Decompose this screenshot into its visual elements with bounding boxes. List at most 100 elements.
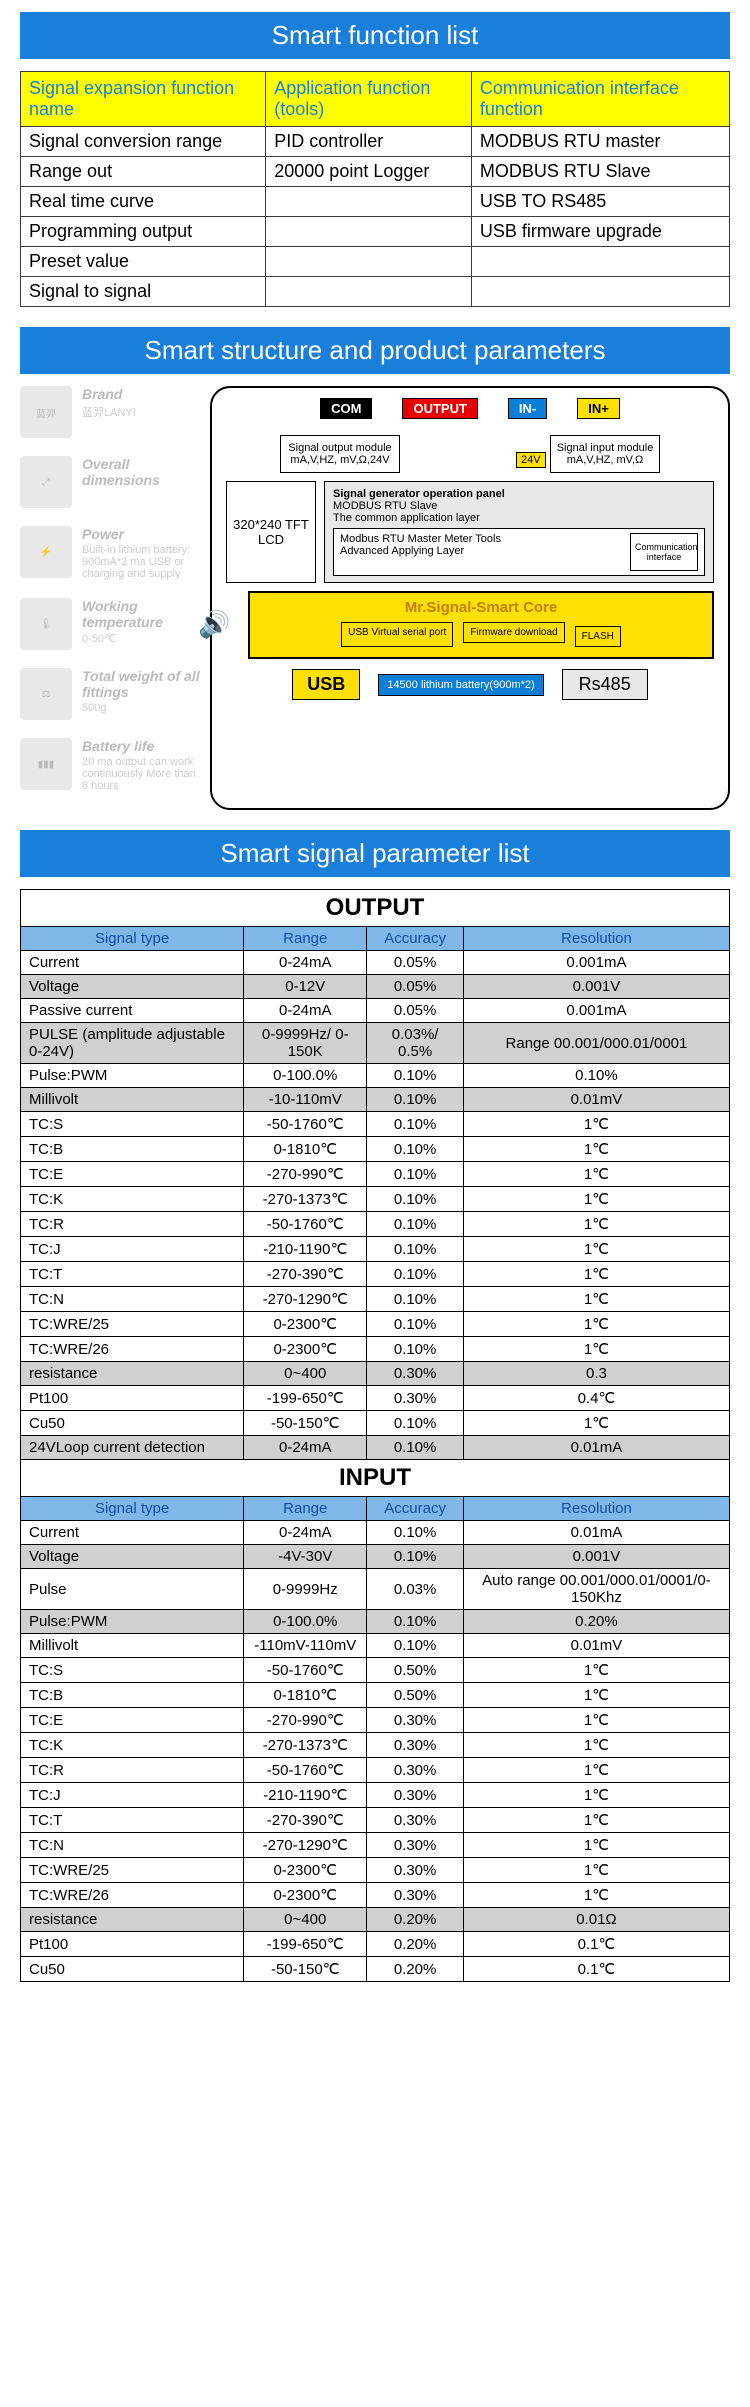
table-cell: 0.01mV xyxy=(463,1634,729,1658)
table-row: TC:T-270-390℃0.10%1℃ xyxy=(21,1262,730,1287)
column-header: Accuracy xyxy=(367,927,464,951)
table-cell: 0.10% xyxy=(367,1212,464,1237)
table-cell: -50-150℃ xyxy=(244,1957,367,1982)
table-cell: Voltage xyxy=(21,975,244,999)
table-cell: 0.05% xyxy=(367,999,464,1023)
table-cell: -270-1373℃ xyxy=(244,1187,367,1212)
table-cell: TC:E xyxy=(21,1708,244,1733)
table-cell: -199-650℃ xyxy=(244,1932,367,1957)
parameter-table: OUTPUTSignal typeRangeAccuracyResolution… xyxy=(20,889,730,1982)
table-cell: 0~400 xyxy=(244,1908,367,1932)
table-cell: TC:K xyxy=(21,1733,244,1758)
table-cell: 0-24mA xyxy=(244,1521,367,1545)
table-cell: 1℃ xyxy=(463,1683,729,1708)
table-row: Voltage0-12V0.05%0.001V xyxy=(21,975,730,999)
table-cell: TC:WRE/26 xyxy=(21,1883,244,1908)
table-cell: MODBUS RTU Slave xyxy=(471,157,729,187)
table-cell: 0.10% xyxy=(367,1545,464,1569)
table-row: Voltage-4V-30V0.10%0.001V xyxy=(21,1545,730,1569)
spec-item: ⤢Overall dimensions xyxy=(20,456,200,508)
table-row: TC:WRE/260-2300℃0.10%1℃ xyxy=(21,1337,730,1362)
table-cell: 1℃ xyxy=(463,1808,729,1833)
table-cell: 0.10% xyxy=(367,1064,464,1088)
table-cell: Auto range 00.001/000.01/0001/0-150Khz xyxy=(463,1569,729,1610)
table-row: resistance0~4000.30%0.3 xyxy=(21,1362,730,1386)
table-cell: 0.30% xyxy=(367,1883,464,1908)
spec-column: 蓝羿Brand蓝羿LANYI⤢Overall dimensions⚡PowerB… xyxy=(20,386,210,810)
table-cell: 0-9999Hz/ 0-150K xyxy=(244,1023,367,1064)
core-fw-box: Firmware download xyxy=(463,622,564,643)
spec-label: Working temperature xyxy=(82,598,200,630)
core-usb-box: USB Virtual serial port xyxy=(341,622,453,647)
table-cell: 24VLoop current detection xyxy=(21,1436,244,1460)
table-cell: Range 00.001/000.01/0001 xyxy=(463,1023,729,1064)
panel-sub-box: Modbus RTU Master Meter Tools Advanced A… xyxy=(333,528,705,576)
table-cell: 0.03%/ 0.5% xyxy=(367,1023,464,1064)
v24-badge: 24V xyxy=(516,452,546,468)
table-cell: 0.10% xyxy=(367,1634,464,1658)
table-cell: -270-1373℃ xyxy=(244,1733,367,1758)
spec-value: 20 ma output can work continuously More … xyxy=(82,756,200,792)
table-cell: 0.10% xyxy=(367,1521,464,1545)
panel2-line2: Advanced Applying Layer xyxy=(340,545,464,557)
block-diagram: COM OUTPUT IN- IN+ Signal output module … xyxy=(210,386,730,810)
table-cell: 0.30% xyxy=(367,1808,464,1833)
spec-icon: ⚖ xyxy=(20,668,72,720)
function-table: Signal expansion function name Applicati… xyxy=(20,71,730,307)
table-cell xyxy=(266,187,472,217)
table-cell: 0.10% xyxy=(367,1187,464,1212)
table-cell: 0~400 xyxy=(244,1362,367,1386)
table-cell xyxy=(471,277,729,307)
table-cell: TC:R xyxy=(21,1758,244,1783)
comm-interface-box: Communication interface xyxy=(630,533,698,571)
smart-core-box: Mr.Signal-Smart Core USB Virtual serial … xyxy=(248,591,714,659)
table-cell: 0.30% xyxy=(367,1833,464,1858)
table-cell: 0-24mA xyxy=(244,1436,367,1460)
table-row: Signal conversion rangePID controllerMOD… xyxy=(21,127,730,157)
table-cell: 0.30% xyxy=(367,1858,464,1883)
table-cell: -270-1290℃ xyxy=(244,1833,367,1858)
table-cell: 1℃ xyxy=(463,1411,729,1436)
spec-value: 500g xyxy=(82,702,200,714)
port-row: COM OUTPUT IN- IN+ xyxy=(226,398,714,419)
table-cell: -10-110mV xyxy=(244,1088,367,1112)
table-cell: 0.50% xyxy=(367,1658,464,1683)
table-cell: 1℃ xyxy=(463,1162,729,1187)
usb-label: USB xyxy=(292,669,360,700)
table-row: TC:K-270-1373℃0.10%1℃ xyxy=(21,1187,730,1212)
table-cell: PID controller xyxy=(266,127,472,157)
section-title: INPUT xyxy=(21,1460,730,1497)
table-cell xyxy=(471,247,729,277)
table-row: Current0-24mA0.05%0.001mA xyxy=(21,951,730,975)
table-row: TC:N-270-1290℃0.30%1℃ xyxy=(21,1833,730,1858)
table-cell: 0-2300℃ xyxy=(244,1883,367,1908)
section-header-func: Smart function list xyxy=(20,12,730,59)
table-cell: Preset value xyxy=(21,247,266,277)
table-cell: 0.30% xyxy=(367,1362,464,1386)
table-cell: 0.10% xyxy=(367,1312,464,1337)
table-row: TC:WRE/250-2300℃0.10%1℃ xyxy=(21,1312,730,1337)
core-flash-box: FLASH xyxy=(575,626,621,647)
table-cell: 1℃ xyxy=(463,1137,729,1162)
column-header: Resolution xyxy=(463,1497,729,1521)
table-cell: -50-150℃ xyxy=(244,1411,367,1436)
table-cell: -210-1190℃ xyxy=(244,1783,367,1808)
panel2-line1: Modbus RTU Master Meter Tools xyxy=(340,533,501,545)
battery-label: 14500 lithium battery(900m*2) xyxy=(378,674,543,696)
table-cell: USB TO RS485 xyxy=(471,187,729,217)
table-cell: 0-12V xyxy=(244,975,367,999)
func-col-1: Application function (tools) xyxy=(266,72,472,127)
bottom-row: USB 14500 lithium battery(900m*2) Rs485 xyxy=(226,669,714,700)
table-cell: 1℃ xyxy=(463,1858,729,1883)
table-row: Programming outputUSB firmware upgrade xyxy=(21,217,730,247)
panel-line1: MODBUS RTU Slave xyxy=(333,500,437,512)
table-cell: 1℃ xyxy=(463,1337,729,1362)
table-cell: TC:K xyxy=(21,1187,244,1212)
table-row: 24VLoop current detection0-24mA0.10%0.01… xyxy=(21,1436,730,1460)
table-cell: 0.4℃ xyxy=(463,1386,729,1411)
panel-line2: The common application layer xyxy=(333,512,480,524)
table-cell: 1℃ xyxy=(463,1883,729,1908)
table-cell: 1℃ xyxy=(463,1312,729,1337)
table-cell: 0.10% xyxy=(463,1064,729,1088)
table-cell: 0.001mA xyxy=(463,951,729,975)
